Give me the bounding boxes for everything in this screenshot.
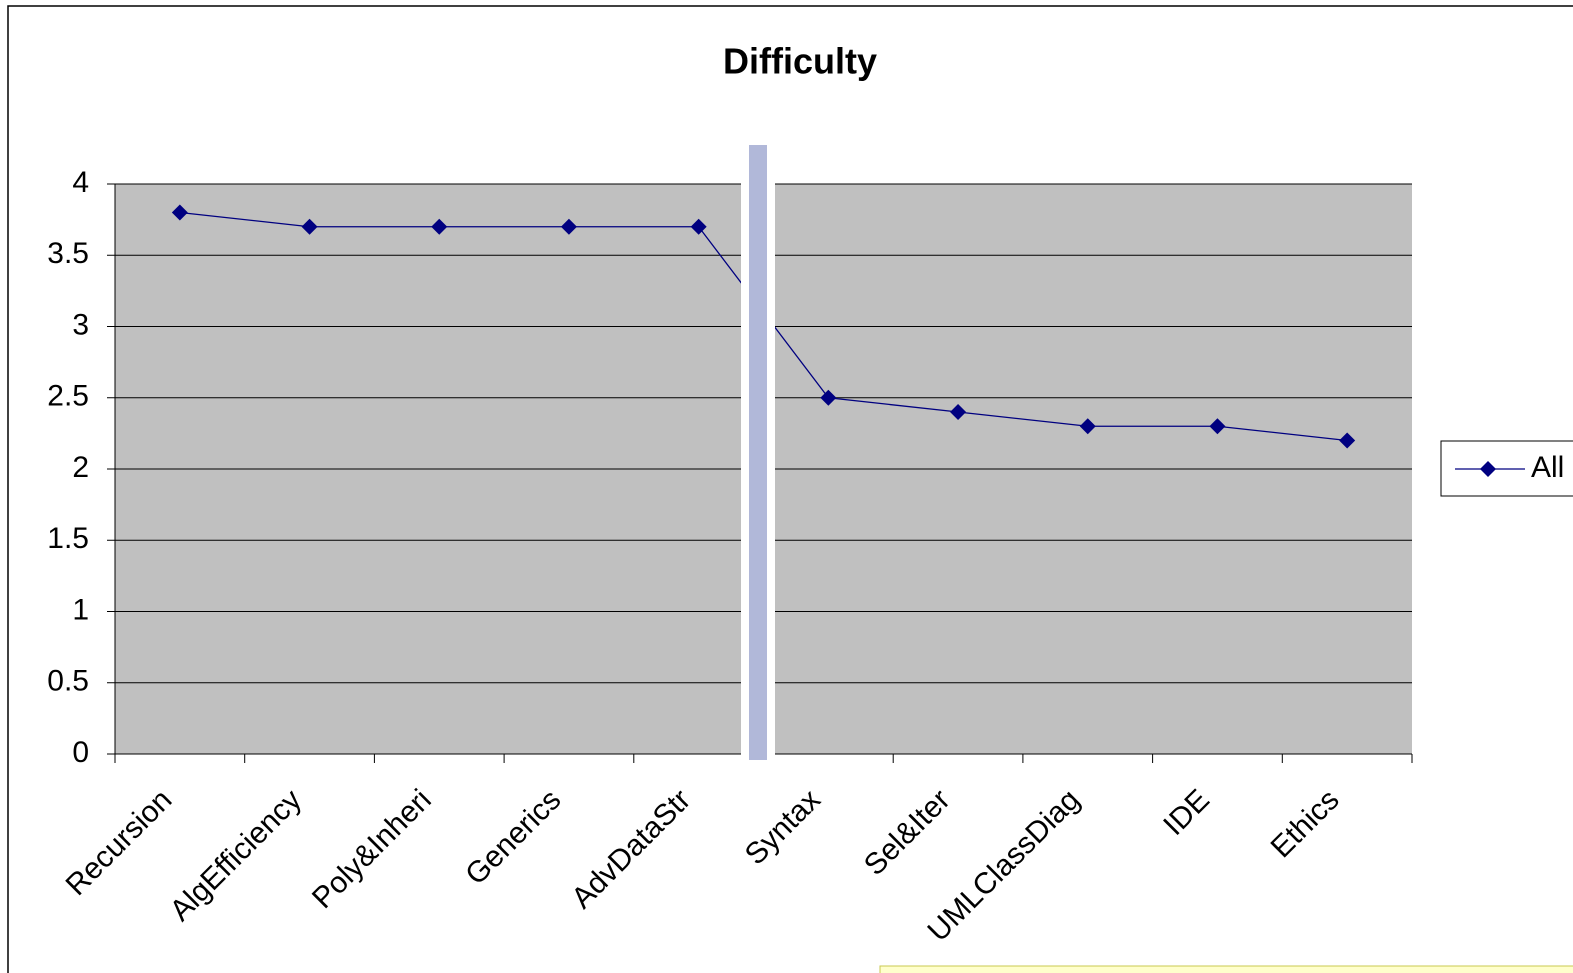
legend-label: All [1531, 451, 1564, 484]
chart: Difficulty 00.511.522.533.54RecursionAlg… [0, 0, 1573, 973]
y-tick-label: 0.5 [47, 665, 89, 698]
y-tick-label: 1.5 [47, 522, 89, 555]
note-strip [880, 966, 1573, 973]
y-tick-label: 3 [72, 308, 89, 341]
axis-break [741, 140, 775, 765]
y-tick-label: 3.5 [47, 237, 89, 270]
y-tick-label: 1 [72, 593, 89, 626]
y-tick-label: 0 [72, 736, 89, 769]
y-tick-label: 4 [72, 166, 89, 199]
chart-title: Difficulty [723, 41, 877, 82]
y-tick-label: 2 [72, 451, 89, 484]
page: {"chart_data": {"type": "line", "title":… [0, 0, 1573, 973]
legend: All [1441, 441, 1573, 496]
y-tick-label: 2.5 [47, 380, 89, 413]
axis-break-band [749, 145, 767, 760]
